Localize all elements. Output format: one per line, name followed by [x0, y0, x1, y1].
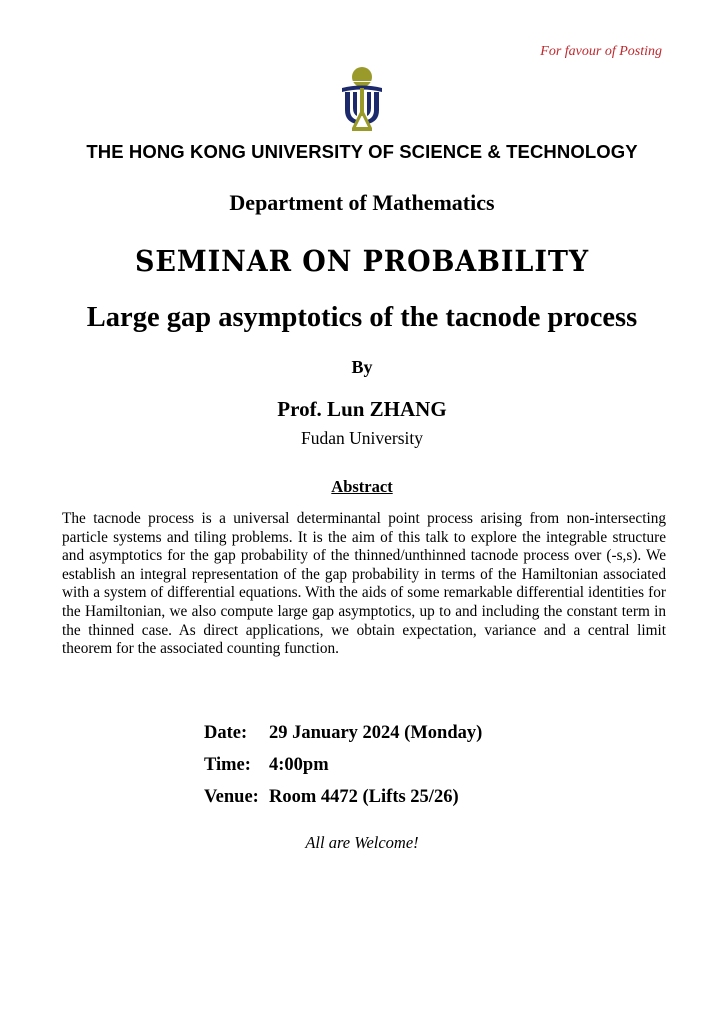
welcome-note: All are Welcome! — [305, 833, 419, 852]
date-row: Date: 29 January 2024 (Monday) — [204, 723, 482, 744]
university-name: THE HONG KONG UNIVERSITY OF SCIENCE & TE… — [86, 141, 638, 162]
abstract-text: The tacnode process is a universal deter… — [62, 510, 666, 658]
date-value: 29 January 2024 (Monday) — [269, 723, 483, 743]
talk-title: Large gap asymptotics of the tacnode pro… — [86, 302, 638, 333]
time-label: Time: — [204, 755, 251, 775]
venue-row: Venue: Room 4472 (Lifts 25/26) — [204, 787, 459, 808]
speaker-name: Prof. Lun ZHANG — [277, 397, 447, 421]
seminar-series: Seminar on Probability — [134, 244, 590, 278]
date-label: Date: — [204, 723, 248, 743]
venue-label: Venue: — [204, 787, 259, 807]
abstract-heading: Abstract — [331, 477, 393, 496]
time-row: Time: 4:00pm — [204, 755, 329, 776]
posting-note: For favour of Posting — [540, 44, 662, 59]
university-logo — [342, 67, 382, 131]
venue-value: Room 4472 (Lifts 25/26) — [269, 787, 459, 807]
department-name: Department of Mathematics — [229, 190, 495, 215]
time-value: 4:00pm — [269, 755, 329, 775]
speaker-affiliation: Fudan University — [300, 428, 423, 448]
by-label: By — [351, 357, 373, 377]
